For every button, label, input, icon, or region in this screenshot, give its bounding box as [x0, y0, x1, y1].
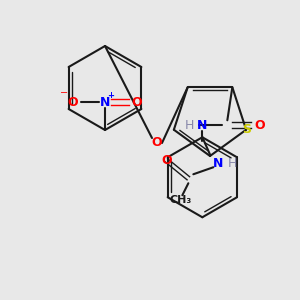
Text: O: O	[161, 154, 172, 167]
Text: H: H	[228, 157, 237, 170]
Text: CH₃: CH₃	[169, 195, 191, 205]
Text: O: O	[132, 95, 142, 109]
Text: O: O	[254, 119, 265, 132]
Text: N: N	[213, 157, 224, 170]
Text: N: N	[100, 95, 110, 109]
Text: +: +	[107, 91, 115, 100]
Text: O: O	[152, 136, 162, 149]
Text: O: O	[68, 95, 78, 109]
Text: H: H	[184, 119, 194, 132]
Text: −: −	[60, 88, 68, 98]
Text: N: N	[197, 119, 208, 132]
Text: S: S	[242, 123, 250, 136]
